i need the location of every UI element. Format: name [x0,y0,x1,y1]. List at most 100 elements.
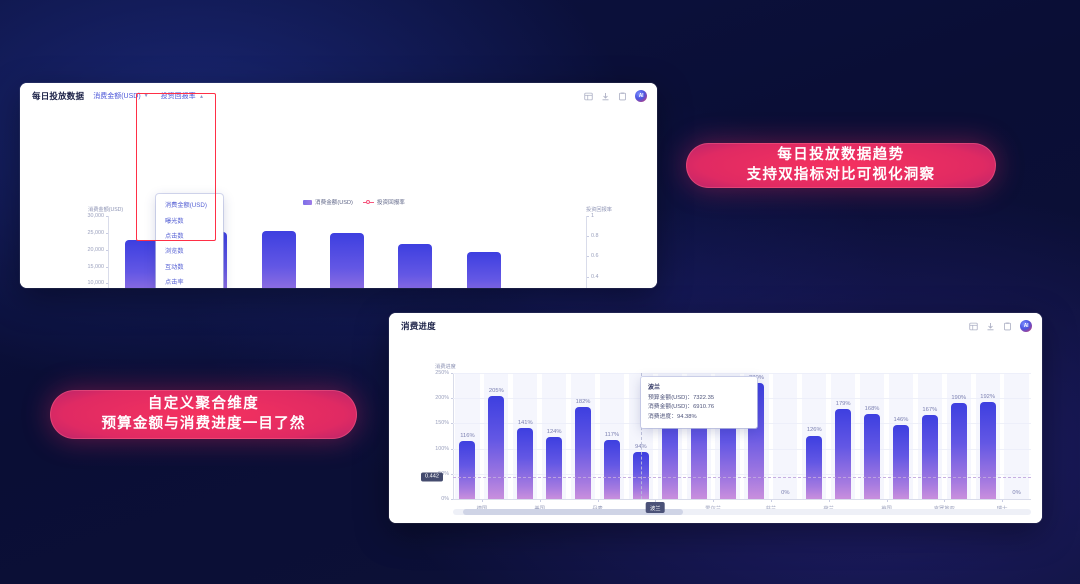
callout-top-line1: 每日投放数据趋势 [777,146,905,163]
spend-y-axis-line [453,373,454,499]
dropdown-item-3[interactable]: 浏览数 [165,248,184,256]
legend-item-spend[interactable]: 消费金额(USD) [303,198,353,206]
spend-bar-2[interactable] [517,427,534,499]
spend-bar-label-13: 179% [835,400,851,407]
spend-threshold-badge: 0.442 [421,472,443,482]
daily-bar-5[interactable] [466,251,501,288]
daily-y2tick-5: 1 [591,213,594,219]
spend-bar-18[interactable] [979,402,996,499]
spend-bar-4[interactable] [575,407,592,499]
dropdown-item-5[interactable]: 点击率 [165,279,184,287]
spend-bar-7[interactable] [661,405,678,499]
spend-bar-0[interactable] [459,440,476,499]
download-icon[interactable] [986,322,995,331]
spend-bar-label-0: 116% [460,432,475,439]
spend-bar-label-15: 146% [893,417,909,424]
spend-bar-15[interactable] [892,425,909,499]
tooltip-title: 波兰 [648,385,661,391]
spend-ytick-mark-3 [451,423,453,425]
daily-ytick-6: 30,000 [87,213,105,219]
metric-select-secondary[interactable]: 投资回报率 ▼ [161,91,204,101]
metric-select-primary[interactable]: 消费金额(USD) ▼ [93,91,148,101]
daily-ytick-mark-2 [106,283,108,285]
dropdown-item-2[interactable]: 点击数 [165,232,184,240]
tooltip-row-budget: 预算金额(USD)：7322.35 [648,394,715,401]
spend-bar-label-11: 0% [781,490,790,496]
spend-bar-12[interactable] [806,435,823,499]
table-view-icon[interactable] [969,322,978,331]
daily-y-axis-line [108,216,109,288]
spend-ytick-mark-4 [451,398,453,400]
chart-hscrollbar[interactable] [453,509,1031,515]
dropdown-item-1[interactable]: 曝光数 [165,217,184,225]
copy-icon[interactable] [1003,322,1012,331]
spend-bar-label-4: 182% [575,399,591,406]
spend-x-axis-line [453,499,1031,500]
daily-y2tick-3: 0.6 [591,253,599,260]
spend-bar-label-19: 0% [1012,490,1021,496]
spend-bar-13[interactable] [835,408,852,499]
spend-ytick-4: 200% [435,395,449,402]
daily-bar-3[interactable] [330,233,364,288]
chart-hscrollbar-thumb[interactable] [463,509,683,515]
callout-bottom-line1: 自定义聚合维度 [147,395,260,412]
callout-daily-trend: 每日投放数据趋势 支持双指标对比可视化洞察 [686,143,996,188]
spend-xtick-mark-4 [713,500,715,502]
daily-ytick-mark-5 [106,232,108,234]
daily-bar-2[interactable] [261,230,296,288]
spend-bar-label-18: 192% [980,394,996,401]
spend-bar-16[interactable] [921,414,938,499]
spend-gridline-2 [453,448,1031,450]
spend-gridline-1 [453,473,1031,475]
tooltip-row-progress: 消费进度：94.38% [648,413,697,420]
daily-ytick-3: 15,000 [87,263,105,270]
daily-y2tick-mark-4 [587,236,589,238]
daily-bar-4[interactable] [398,244,433,288]
spend-bar-1[interactable] [488,395,505,499]
ai-assistant-icon[interactable]: AI [1020,320,1032,332]
daily-bar-0[interactable] [125,240,160,288]
chevron-down-icon: ▼ [143,93,149,99]
dropdown-item-4[interactable]: 互动数 [165,263,184,271]
spend-bar-label-16: 167% [922,406,938,413]
daily-ytick-mark-6 [106,216,108,217]
spend-ytick-mark-2 [451,448,453,450]
callout-bottom-line2: 预算金额与消费进度一目了然 [101,415,306,432]
spend-ytick-0: 0% [441,496,449,502]
daily-chart-legend: 消费金额(USD) 投资回报率 [303,198,405,206]
tooltip-row-spend: 消费金额(USD)：6910.76 [648,404,715,411]
copy-icon[interactable] [618,92,627,101]
spend-bar-label-17: 190% [951,395,967,402]
dropdown-item-0[interactable]: 消费金额(USD) [165,202,207,210]
spend-bar-5[interactable] [603,440,620,499]
callout-custom-dimension: 自定义聚合维度 预算金额与消费进度一目了然 [50,390,357,439]
spend-bar-14[interactable] [864,414,881,499]
spend-ytick-mark-5 [451,373,453,374]
daily-ytick-mark-3 [106,266,108,268]
metric-dropdown-menu[interactable]: 消费金额(USD)曝光数点击数浏览数互动数点击率CPC投资回报率 [156,194,223,288]
spend-xtick-mark-5 [770,500,772,502]
spend-hover-line [640,373,642,499]
spend-ytick-2: 100% [435,445,449,452]
legend-item-roi[interactable]: 投资回报率 [362,198,405,206]
spend-ytick-3: 150% [435,420,449,427]
spend-xtick-mark-8 [944,500,946,502]
spend-progress-panel: 消费进度 AI 消费进度 0% 50% 100% 150% 200% 250% 116% 205… [389,313,1042,523]
spend-threshold-line [453,476,1031,478]
daily-y2tick-4: 0.8 [591,233,599,240]
spend-xtick-mark-7 [886,500,888,502]
ai-assistant-icon[interactable]: AI [635,90,647,102]
download-icon[interactable] [601,92,610,101]
legend-label-roi: 投资回报率 [376,200,405,206]
callout-top-line2: 支持双指标对比可视化洞察 [746,166,936,183]
spend-xtick-mark-3 [655,500,657,502]
table-view-icon[interactable] [584,92,593,101]
spend-bar-label-1: 205% [488,387,504,394]
spend-bar-17[interactable] [950,403,967,499]
spend-panel-title: 消费进度 [401,321,436,331]
daily-panel-title: 每日投放数据 [32,91,85,101]
spend-bar-3[interactable] [546,436,563,499]
spend-xtick-mark-6 [828,500,830,502]
spend-xtick-selected[interactable]: 波兰 [645,502,665,513]
